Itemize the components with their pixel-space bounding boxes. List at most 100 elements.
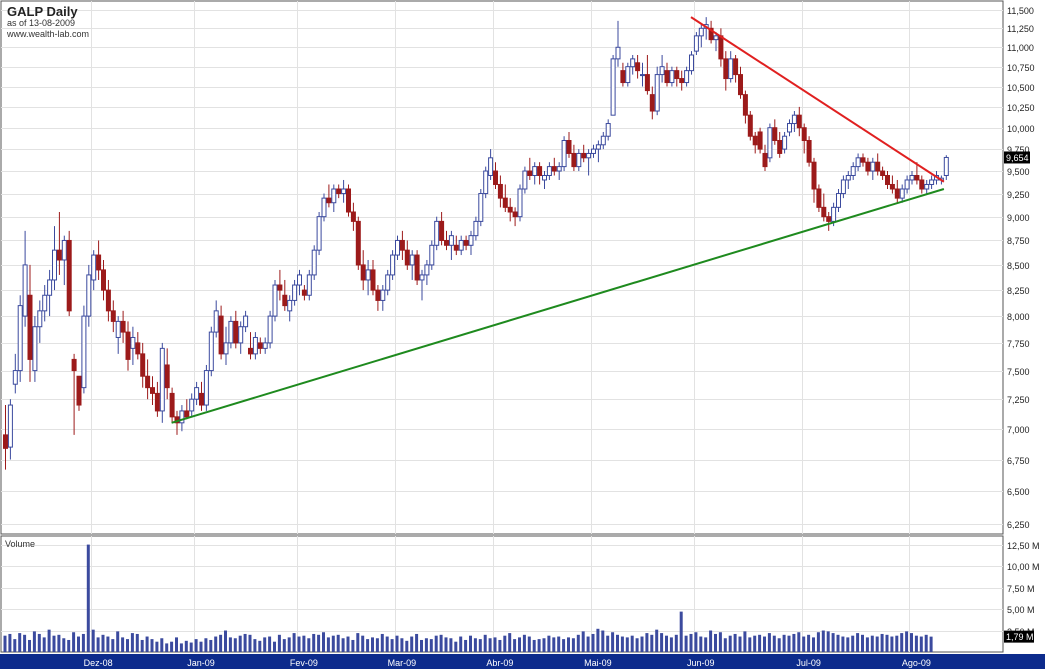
resistance-trendline	[690, 16, 945, 183]
volume-bar	[429, 639, 433, 652]
volume-bar	[57, 634, 61, 652]
volume-bar	[86, 544, 90, 652]
candle-body	[169, 392, 175, 418]
candle-body	[483, 170, 489, 195]
candle-body	[390, 254, 396, 276]
candle-body	[22, 264, 28, 317]
volume-bar	[366, 639, 370, 652]
candle-body	[194, 387, 200, 400]
volume-bar	[669, 637, 673, 652]
volume-bar	[317, 634, 321, 652]
volume-bar	[351, 639, 355, 652]
candle-body	[203, 370, 209, 406]
candle-body	[904, 179, 910, 190]
volume-bar	[704, 637, 708, 652]
last-price-tag	[1004, 151, 1030, 164]
volume-bar	[18, 633, 22, 652]
candle-body	[272, 284, 278, 317]
volume-bar	[424, 638, 428, 652]
volume-bar	[576, 634, 580, 652]
date-tick-label: Abr-09	[486, 658, 513, 668]
candle-body	[458, 239, 464, 251]
volume-bar	[400, 638, 404, 652]
volume-bar	[694, 632, 698, 652]
volume-bar	[135, 633, 139, 652]
candle-body	[894, 188, 900, 199]
candle-body	[576, 152, 582, 168]
candle-body	[615, 46, 621, 60]
price-tick-label: 8,000	[1007, 312, 1030, 322]
volume-bar	[478, 639, 482, 652]
volume-bar	[380, 633, 384, 652]
volume-bar	[586, 636, 590, 652]
as-of-date: as of 13-08-2009	[7, 18, 76, 28]
candle-body	[860, 157, 866, 163]
volume-bar	[165, 643, 169, 652]
candle-body	[262, 342, 268, 349]
candle-body	[150, 387, 155, 394]
volume-bar	[733, 633, 737, 652]
volume-bar	[498, 639, 502, 652]
volume-bar	[777, 638, 781, 652]
price-tick-label: 9,000	[1007, 213, 1030, 223]
volume-bar	[547, 635, 551, 652]
candle-body	[27, 294, 33, 360]
volume-bar	[52, 635, 56, 652]
volume-bar	[753, 635, 757, 652]
candle-body	[321, 197, 327, 218]
candle-body	[831, 206, 837, 222]
candle-body	[370, 269, 376, 291]
candle-body	[468, 235, 474, 246]
volume-bar	[204, 638, 208, 652]
candle-body	[924, 183, 930, 190]
candle-body	[336, 188, 342, 195]
last-volume-tag	[1004, 630, 1034, 643]
volume-bar	[405, 640, 409, 652]
price-tick-label: 7,250	[1007, 395, 1030, 405]
volume-bar	[420, 639, 423, 652]
candle-body	[282, 294, 288, 307]
volume-bar	[635, 638, 639, 652]
candle-body	[301, 289, 307, 296]
volume-bar	[326, 637, 330, 652]
volume-bar	[473, 638, 477, 652]
volume-bar	[228, 637, 232, 652]
candle-body	[787, 123, 792, 133]
price-tick-label: 11,250	[1007, 24, 1034, 34]
candle-body	[796, 114, 802, 129]
volume-bar	[674, 634, 678, 652]
candle-body	[311, 249, 317, 276]
date-tick-label: Dez-08	[84, 658, 113, 668]
candle-body	[919, 179, 925, 190]
candle-body	[488, 157, 494, 176]
candle-body	[409, 254, 415, 266]
candle-body	[889, 183, 895, 190]
candle-body	[591, 148, 596, 154]
volume-bar	[900, 633, 904, 652]
candle-body	[81, 315, 87, 389]
candle-body	[130, 336, 136, 349]
candle-body	[791, 114, 797, 125]
candle-body	[649, 94, 655, 112]
candle-body	[115, 320, 121, 338]
date-tick-label: Jul-09	[796, 658, 821, 668]
candle-body	[228, 320, 234, 344]
candle-body	[66, 239, 72, 312]
volume-bar	[449, 638, 453, 652]
candle-body	[125, 331, 131, 360]
candle-body	[821, 206, 827, 218]
candle-body	[586, 152, 592, 159]
candle-body	[380, 289, 386, 301]
volume-bar	[395, 635, 399, 652]
volume-bar	[557, 636, 561, 652]
volume-bar	[865, 637, 869, 652]
candle-body	[581, 152, 587, 159]
candle-body	[640, 74, 645, 77]
price-tick-label: 7,000	[1007, 425, 1030, 435]
price-tick-label: 10,750	[1007, 63, 1035, 73]
candle-body	[110, 310, 116, 322]
volume-bar	[571, 638, 575, 652]
candle-body	[61, 239, 67, 261]
candle-body	[424, 264, 430, 276]
candle-body	[909, 174, 915, 181]
